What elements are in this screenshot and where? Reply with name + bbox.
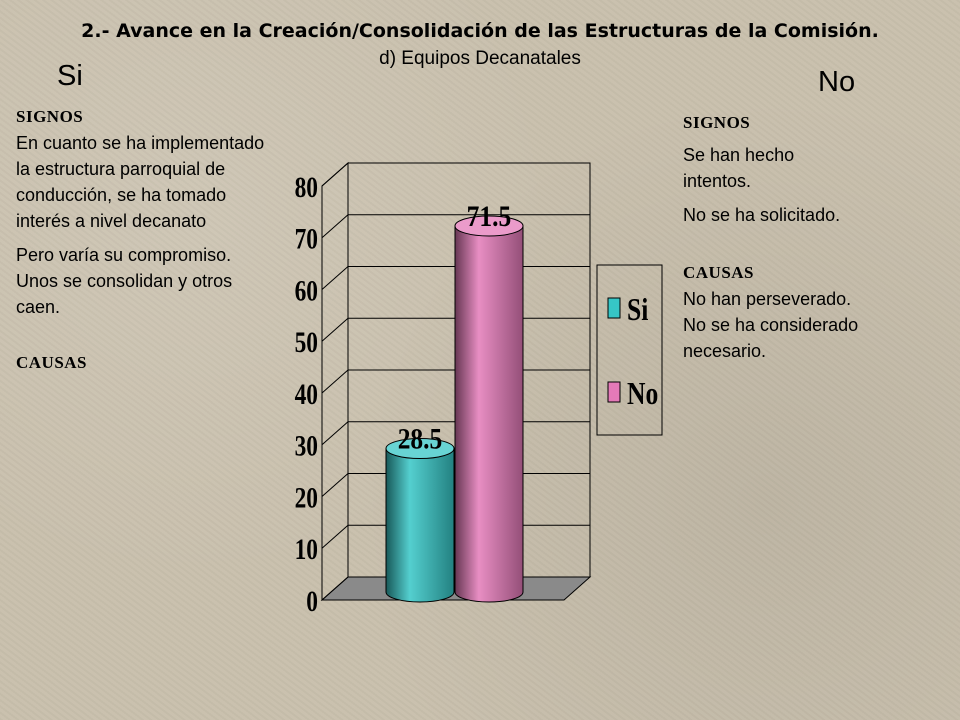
no-heading: No: [818, 66, 856, 98]
no-column: SIGNOS Se han hecho intentos. No se ha s…: [683, 110, 953, 364]
no-signos-label: SIGNOS: [683, 113, 751, 132]
y-tick-label: 0: [306, 584, 318, 617]
si-causas-label: CAUSAS: [16, 353, 88, 372]
y-tick-label: 60: [295, 274, 318, 307]
no-causas-text-1: No han perseverado.: [683, 289, 852, 309]
y-tick-label: 80: [295, 170, 318, 203]
bar-top-si: [385, 438, 455, 460]
si-signos-text-1: En cuanto se ha implementado la estructu…: [16, 133, 265, 231]
no-causas-label: CAUSAS: [683, 263, 755, 282]
gridline: [321, 162, 590, 187]
gridline: [321, 214, 590, 239]
bar-top-no: [454, 215, 524, 237]
y-tick-label: 30: [295, 429, 318, 462]
legend-box: [596, 264, 663, 436]
si-heading: Si: [57, 60, 83, 92]
y-tick-label: 70: [295, 222, 318, 255]
y-tick-label: 50: [295, 325, 318, 358]
bar-no: [454, 225, 524, 603]
no-signos-text-2: No se ha solicitado.: [683, 205, 841, 225]
y-tick-label: 40: [295, 377, 318, 410]
si-signos-label: SIGNOS: [16, 107, 84, 126]
legend-swatch-si: [607, 297, 621, 319]
legend-swatch-no: [607, 381, 621, 403]
page-subtitle: d) Equipos Decanatales: [379, 48, 581, 69]
legend-label-no: No: [627, 376, 658, 411]
y-tick-label: 20: [295, 481, 318, 514]
si-signos-text-2: Pero varía su compromiso. Unos se consol…: [16, 245, 233, 317]
bar-si: [385, 448, 455, 603]
page-title: 2.- Avance en la Creación/Consolidación …: [81, 20, 879, 42]
no-signos-text-1: Se han hecho intentos.: [683, 145, 795, 191]
legend-label-si: Si: [627, 292, 648, 327]
data-label-si: 28.5: [398, 423, 443, 456]
y-tick-label: 10: [295, 532, 318, 565]
no-causas-text-2: No se ha considerado necesario.: [683, 315, 859, 361]
data-label-no: 71.5: [467, 200, 512, 233]
si-column: SIGNOS En cuanto se ha implementado la e…: [16, 104, 266, 376]
